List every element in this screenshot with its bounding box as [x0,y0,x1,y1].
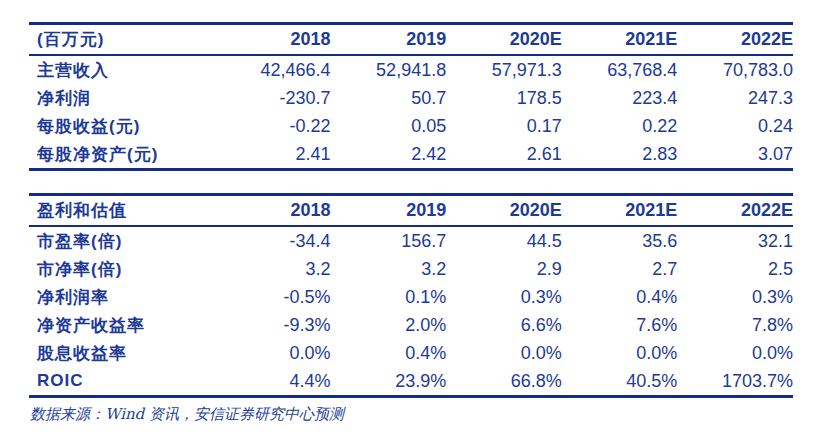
table-cell: 0.0% [562,339,678,367]
table-cell: -230.7 [215,84,331,112]
row-label: 市净率(倍) [29,255,215,283]
table-cell: 0.3% [446,283,562,311]
table-cell: 178.5 [446,84,562,112]
table-cell: 4.4% [215,367,331,397]
table-cell: -0.22 [215,112,331,140]
valuation-title-cell: 盈利和估值 [29,195,215,227]
row-label: 净资产收益率 [29,311,215,339]
table-cell: 3.07 [677,140,793,170]
table-cell: 0.0% [446,339,562,367]
row-label: 主营收入 [29,55,215,84]
table-cell: 0.4% [331,339,447,367]
table-cell: 0.22 [562,112,678,140]
year-header-2020e: 2020E [446,195,562,227]
valuation-table: 盈利和估值 2018 2019 2020E 2021E 2022E 市盈率(倍)… [29,193,793,398]
income-header-row: (百万元) 2018 2019 2020E 2021E 2022E [29,24,793,56]
table-cell: 0.4% [562,283,678,311]
table-cell: 2.41 [215,140,331,170]
year-header-2022e: 2022E [677,195,793,227]
table-cell: 66.8% [446,367,562,397]
table-row-net-margin: 净利润率 -0.5% 0.1% 0.3% 0.4% 0.3% [29,283,793,311]
valuation-header-row: 盈利和估值 2018 2019 2020E 2021E 2022E [29,195,793,227]
table-cell: 223.4 [562,84,678,112]
table-cell: 42,466.4 [215,55,331,84]
table-cell: 32.1 [677,226,793,255]
data-source-note: 数据来源：Wind 资讯，安信证券研究中心预测 [30,405,820,424]
table-row-pb: 市净率(倍) 3.2 3.2 2.9 2.7 2.5 [29,255,793,283]
row-label: 股息收益率 [29,339,215,367]
table-cell: 7.6% [562,311,678,339]
income-summary-table: (百万元) 2018 2019 2020E 2021E 2022E 主营收入 4… [29,22,793,171]
year-header-2019: 2019 [331,195,447,227]
table-cell: 52,941.8 [331,55,447,84]
table-cell: 63,768.4 [562,55,678,84]
row-label: 每股净资产(元) [29,140,215,170]
table-cell: 0.0% [677,339,793,367]
table-row-eps: 每股收益(元) -0.22 0.05 0.17 0.22 0.24 [29,112,793,140]
table-cell: 0.17 [446,112,562,140]
table-cell: 0.1% [331,283,447,311]
table-cell: 2.9 [446,255,562,283]
table-row-revenue: 主营收入 42,466.4 52,941.8 57,971.3 63,768.4… [29,55,793,84]
row-label: 净利润率 [29,283,215,311]
table-row-roic: ROIC 4.4% 23.9% 66.8% 40.5% 1703.7% [29,367,793,397]
table-cell: 44.5 [446,226,562,255]
financial-summary-page: (百万元) 2018 2019 2020E 2021E 2022E 主营收入 4… [0,0,820,434]
table-cell: 156.7 [331,226,447,255]
table-row-pe: 市盈率(倍) -34.4 156.7 44.5 35.6 32.1 [29,226,793,255]
year-header-2018: 2018 [215,195,331,227]
year-header-2019: 2019 [331,24,447,56]
year-header-2022e: 2022E [677,24,793,56]
table-cell: 1703.7% [677,367,793,397]
table-cell: -0.5% [215,283,331,311]
year-header-2018: 2018 [215,24,331,56]
table-row-bvps: 每股净资产(元) 2.41 2.42 2.61 2.83 3.07 [29,140,793,170]
table-cell: 40.5% [562,367,678,397]
table-row-net-profit: 净利润 -230.7 50.7 178.5 223.4 247.3 [29,84,793,112]
table-row-roe: 净资产收益率 -9.3% 2.0% 6.6% 7.6% 7.8% [29,311,793,339]
table-cell: 23.9% [331,367,447,397]
table-cell: 0.05 [331,112,447,140]
table-cell: 35.6 [562,226,678,255]
table-row-dividend-yield: 股息收益率 0.0% 0.4% 0.0% 0.0% 0.0% [29,339,793,367]
table-cell: 2.0% [331,311,447,339]
table-cell: 2.5 [677,255,793,283]
table-cell: 2.83 [562,140,678,170]
row-label: 市盈率(倍) [29,226,215,255]
table-cell: 0.0% [215,339,331,367]
table-cell: 0.3% [677,283,793,311]
unit-header-cell: (百万元) [29,24,215,56]
table-cell: 2.42 [331,140,447,170]
year-header-2020e: 2020E [446,24,562,56]
table-cell: 2.61 [446,140,562,170]
table-cell: 3.2 [331,255,447,283]
table-cell: 57,971.3 [446,55,562,84]
year-header-2021e: 2021E [562,195,678,227]
table-cell: -34.4 [215,226,331,255]
table-cell: 2.7 [562,255,678,283]
table-cell: 0.24 [677,112,793,140]
table-cell: 6.6% [446,311,562,339]
row-label: ROIC [29,367,215,397]
table-cell: 3.2 [215,255,331,283]
year-header-2021e: 2021E [562,24,678,56]
table-cell: 70,783.0 [677,55,793,84]
table-cell: 247.3 [677,84,793,112]
row-label: 每股收益(元) [29,112,215,140]
table-cell: 7.8% [677,311,793,339]
row-label: 净利润 [29,84,215,112]
table-cell: -9.3% [215,311,331,339]
table-cell: 50.7 [331,84,447,112]
